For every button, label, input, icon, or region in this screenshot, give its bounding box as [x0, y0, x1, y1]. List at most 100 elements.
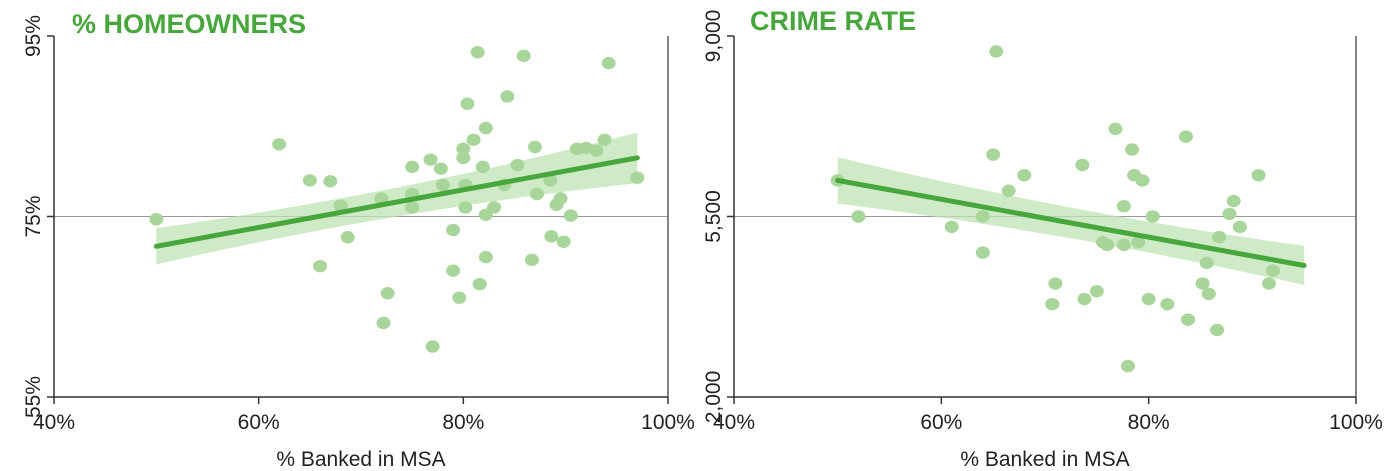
- crime-rate-data-point: [1116, 199, 1131, 213]
- crime-rate-data-point: [1261, 277, 1276, 290]
- crime-rate-data-point: [1108, 122, 1123, 136]
- homeowners-data-point: [543, 174, 558, 187]
- homeowners-data-point: [460, 97, 475, 110]
- crime-rate-x-tick-label: 40%: [713, 411, 755, 434]
- homeowners-data-point: [323, 175, 338, 188]
- homeowners-data-point: [446, 264, 461, 277]
- crime-rate-data-point: [1116, 238, 1131, 252]
- homeowners-data-point: [475, 160, 490, 174]
- crime-rate-title: CRIME RATE: [750, 6, 916, 36]
- crime-rate-data-point: [851, 210, 866, 223]
- crime-rate-data-point: [1075, 158, 1090, 172]
- homeowners-data-point: [456, 142, 471, 156]
- crime-rate-data-point: [944, 220, 959, 234]
- homeowners-data-point: [487, 201, 502, 214]
- crime-rate-data-point: [1160, 297, 1175, 311]
- homeowners-data-point: [524, 253, 539, 267]
- homeowners-y-tick-label: 75%: [22, 195, 45, 237]
- homeowners-data-point: [589, 144, 604, 157]
- homeowners-data-point: [597, 133, 612, 146]
- homeowners-y-tick-label: 55%: [22, 376, 45, 418]
- homeowners-data-point: [563, 209, 578, 222]
- homeowners-data-point: [433, 162, 448, 175]
- crime-rate-x-tick-label: 80%: [1128, 411, 1170, 434]
- homeowners-data-point: [500, 90, 515, 103]
- homeowners-data-point: [425, 340, 440, 353]
- crime-rate-data-point: [1145, 210, 1160, 223]
- crime-rate-data-point: [986, 148, 1001, 161]
- crime-rate-data-point: [1181, 313, 1196, 326]
- homeowners-data-point: [556, 235, 571, 248]
- crime-rate-data-point: [1001, 184, 1016, 197]
- homeowners-data-point: [149, 213, 164, 226]
- crime-rate-y-tick-label: 9,000: [702, 10, 725, 63]
- homeowners-data-point: [472, 277, 487, 291]
- crime-rate-data-point: [1131, 236, 1146, 249]
- crime-rate-data-point: [1195, 277, 1210, 290]
- homeowners-data-point: [478, 121, 493, 135]
- homeowners-data-point: [405, 160, 420, 174]
- homeowners-data-point: [435, 178, 450, 192]
- crime-rate-x-tick-label: 100%: [1329, 411, 1383, 434]
- homeowners-data-point: [333, 199, 348, 212]
- crime-rate-data-point: [1141, 292, 1156, 306]
- homeowners-data-point: [601, 56, 616, 70]
- homeowners-data-point: [452, 291, 467, 304]
- crime-rate-data-point: [989, 45, 1004, 58]
- homeowners-data-point: [516, 49, 531, 63]
- homeowners-data-point: [458, 201, 473, 214]
- homeowners-data-point: [544, 230, 559, 243]
- homeowners-y-tick-label: 95%: [22, 15, 45, 57]
- homeowners-panel: % Banked in MSA 40% 60% 80% 100% 55% 75% 95% % …: [22, 9, 695, 471]
- homeowners-data-point: [313, 259, 328, 273]
- homeowners-x-tick-label: 100%: [641, 411, 695, 434]
- crime-rate-data-point: [1199, 256, 1214, 270]
- crime-rate-data-point: [1135, 174, 1150, 187]
- crime-rate-data-point: [1045, 297, 1060, 311]
- homeowners-data-point: [466, 133, 481, 146]
- crime-rate-panel: % Banked in MSA 40% 60% 80% 100% 2,000 5,500 9…: [702, 6, 1383, 471]
- crime-rate-data-point: [1201, 287, 1216, 301]
- crime-rate-data-point: [1232, 220, 1247, 234]
- homeowners-data-point: [340, 231, 355, 244]
- homeowners-xlabel: % Banked in MSA: [276, 448, 445, 471]
- crime-rate-trend-line: [835, 177, 1307, 268]
- homeowners-data-point: [510, 158, 525, 172]
- crime-rate-data-point: [1178, 130, 1193, 143]
- homeowners-data-point: [478, 250, 493, 264]
- crime-rate-data-point: [975, 210, 990, 223]
- homeowners-data-point: [374, 192, 389, 205]
- crime-rate-data-point: [1226, 194, 1241, 208]
- homeowners-x-tick-label: 40%: [33, 411, 75, 434]
- crime-rate-data-point: [1017, 169, 1032, 182]
- crime-rate-data-point: [1125, 143, 1140, 156]
- crime-rate-data-point: [1077, 292, 1092, 306]
- homeowners-data-point: [630, 171, 645, 184]
- crime-rate-data-point: [1266, 264, 1281, 277]
- homeowners-x-tick-label: 80%: [442, 411, 484, 434]
- homeowners-trend-line: [153, 155, 640, 249]
- homeowners-data-point: [446, 223, 461, 237]
- homeowners-data-point: [302, 174, 317, 187]
- homeowners-data-point: [456, 151, 471, 165]
- homeowners-data-point: [376, 316, 391, 330]
- homeowners-data-point: [530, 187, 545, 201]
- homeowners-data-point: [470, 46, 485, 59]
- crime-rate-xlabel: % Banked in MSA: [960, 448, 1129, 471]
- homeowners-data-point: [380, 287, 395, 300]
- crime-rate-y-tick-label: 5,500: [702, 190, 725, 243]
- crime-rate-data-point: [1210, 323, 1225, 337]
- crime-rate-data-point: [1212, 230, 1227, 244]
- homeowners-x-tick-label: 60%: [238, 411, 280, 434]
- crime-rate-x-tick-label: 60%: [920, 411, 962, 434]
- crime-rate-data-point: [975, 246, 990, 259]
- homeowners-data-point: [272, 138, 287, 151]
- homeowners-data-point: [405, 201, 420, 214]
- homeowners-data-point: [553, 192, 568, 205]
- crime-rate-data-point: [1120, 359, 1135, 373]
- homeowners-title: % HOMEOWNERS: [72, 9, 306, 39]
- crime-rate-data-point: [1048, 277, 1063, 290]
- crime-rate-data-point: [1222, 207, 1237, 221]
- homeowners-data-point: [423, 153, 438, 166]
